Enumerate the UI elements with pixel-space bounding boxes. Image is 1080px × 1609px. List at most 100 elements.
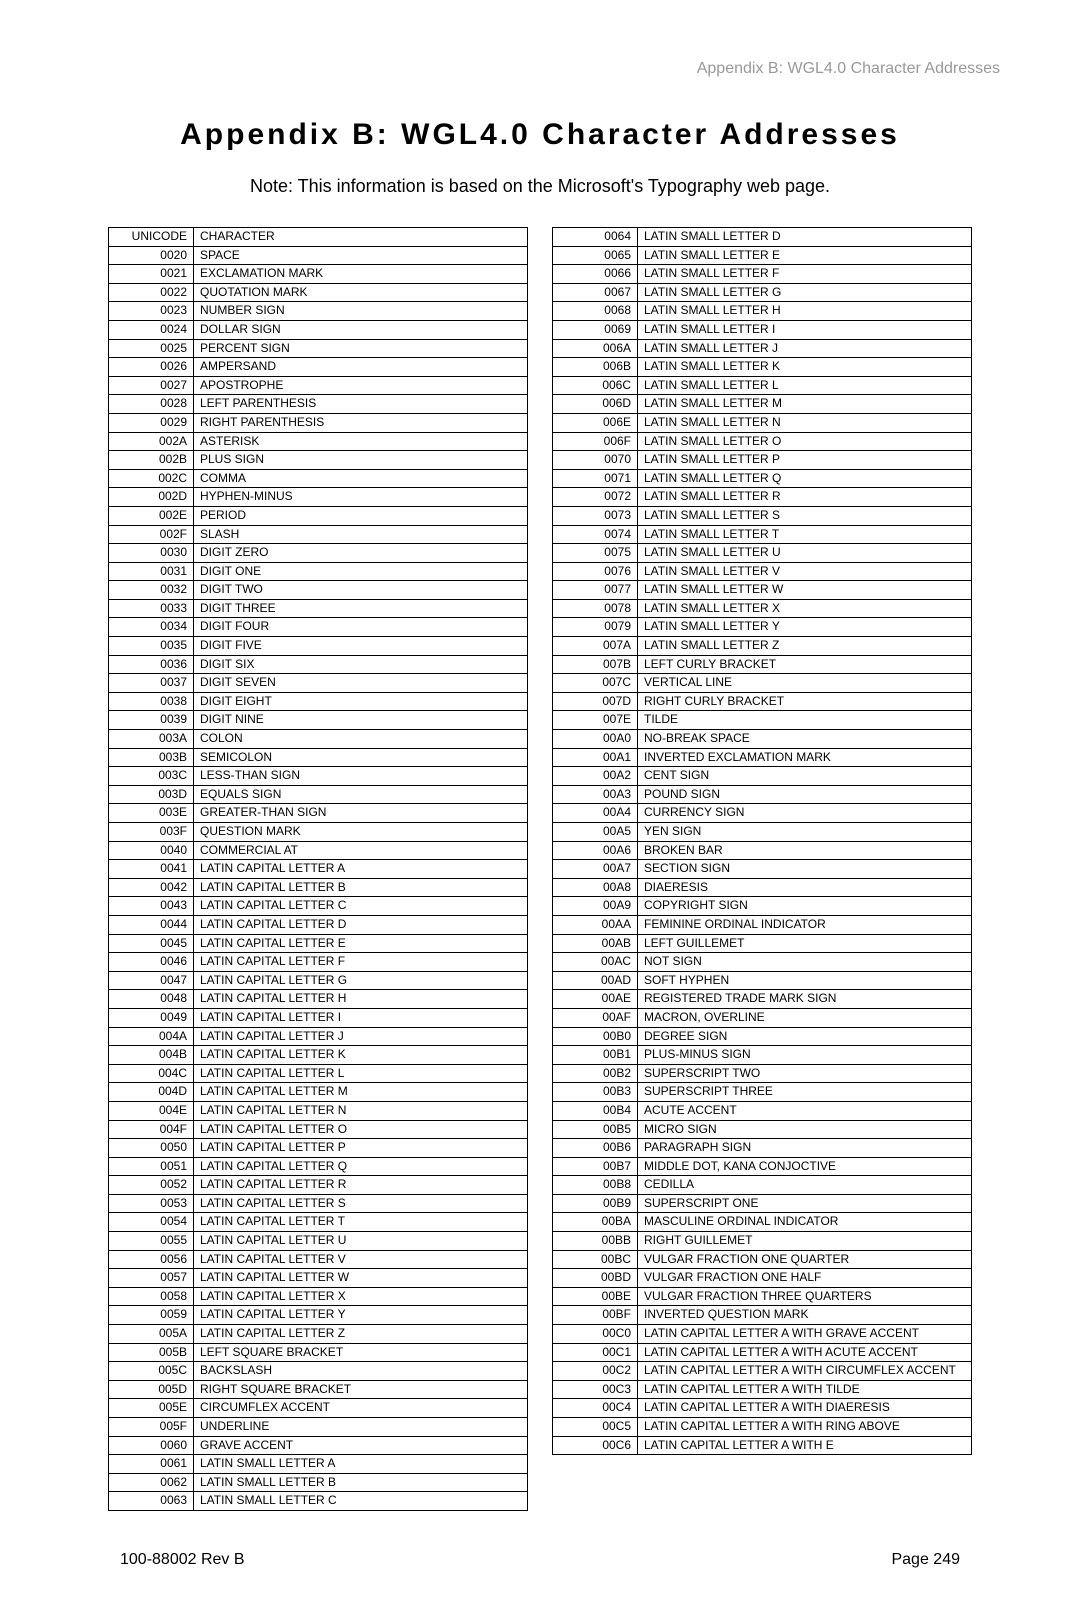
- unicode-cell: 0043: [109, 897, 194, 916]
- character-cell: SECTION SIGN: [638, 860, 972, 879]
- char-table-left: UNICODECHARACTER0020SPACE0021EXCLAMATION…: [108, 227, 528, 1511]
- character-cell: LATIN CAPITAL LETTER A WITH GRAVE ACCENT: [638, 1325, 972, 1344]
- character-cell: MASCULINE ORDINAL INDICATOR: [638, 1213, 972, 1232]
- table-row: 0059LATIN CAPITAL LETTER Y: [109, 1306, 528, 1325]
- unicode-cell: 0054: [109, 1213, 194, 1232]
- unicode-cell: 00C0: [553, 1325, 638, 1344]
- unicode-cell: 0034: [109, 618, 194, 637]
- table-row: 0025PERCENT SIGN: [109, 339, 528, 358]
- footer-page-num: Page 249: [891, 1551, 960, 1569]
- character-cell: LATIN SMALL LETTER Q: [638, 469, 972, 488]
- table-row: 0078LATIN SMALL LETTER X: [553, 599, 972, 618]
- unicode-cell: 0065: [553, 246, 638, 265]
- unicode-cell: 0039: [109, 711, 194, 730]
- character-cell: COMMA: [194, 469, 528, 488]
- table-row: 00C5LATIN CAPITAL LETTER A WITH RING ABO…: [553, 1418, 972, 1437]
- table-row: 006ALATIN SMALL LETTER J: [553, 339, 972, 358]
- table-row: 0043LATIN CAPITAL LETTER C: [109, 897, 528, 916]
- unicode-cell: 0020: [109, 246, 194, 265]
- table-row: 00A6BROKEN BAR: [553, 841, 972, 860]
- character-cell: DIGIT ONE: [194, 562, 528, 581]
- unicode-cell: 00C1: [553, 1343, 638, 1362]
- col-header-code: UNICODE: [109, 228, 194, 247]
- character-cell: LATIN CAPITAL LETTER I: [194, 1008, 528, 1027]
- table-row: 005DRIGHT SQUARE BRACKET: [109, 1380, 528, 1399]
- character-cell: RIGHT SQUARE BRACKET: [194, 1380, 528, 1399]
- character-cell: LATIN CAPITAL LETTER X: [194, 1287, 528, 1306]
- unicode-cell: 006C: [553, 376, 638, 395]
- table-row: 00BEVULGAR FRACTION THREE QUARTERS: [553, 1287, 972, 1306]
- table-row: 00B7MIDDLE DOT, KANA CONJOCTIVE: [553, 1157, 972, 1176]
- unicode-cell: 00A6: [553, 841, 638, 860]
- table-row: 00BBRIGHT GUILLEMET: [553, 1232, 972, 1251]
- unicode-cell: 0067: [553, 283, 638, 302]
- table-row: 00B8CEDILLA: [553, 1176, 972, 1195]
- unicode-cell: 004C: [109, 1064, 194, 1083]
- table-row: 00A8DIAERESIS: [553, 878, 972, 897]
- table-row: 0040COMMERCIAL AT: [109, 841, 528, 860]
- unicode-cell: 00AC: [553, 953, 638, 972]
- character-cell: VERTICAL LINE: [638, 674, 972, 693]
- character-cell: LATIN SMALL LETTER W: [638, 581, 972, 600]
- unicode-cell: 005C: [109, 1362, 194, 1381]
- character-cell: DIGIT FOUR: [194, 618, 528, 637]
- unicode-cell: 00C3: [553, 1380, 638, 1399]
- table-row: 0062LATIN SMALL LETTER B: [109, 1473, 528, 1492]
- unicode-cell: 002F: [109, 525, 194, 544]
- table-row: 0061LATIN SMALL LETTER A: [109, 1455, 528, 1474]
- character-cell: LATIN SMALL LETTER D: [638, 228, 972, 247]
- character-cell: REGISTERED TRADE MARK SIGN: [638, 990, 972, 1009]
- unicode-cell: 0033: [109, 599, 194, 618]
- table-row: 00A5YEN SIGN: [553, 823, 972, 842]
- table-row: 0071LATIN SMALL LETTER Q: [553, 469, 972, 488]
- table-row: 00A0NO-BREAK SPACE: [553, 730, 972, 749]
- character-cell: LATIN CAPITAL LETTER N: [194, 1101, 528, 1120]
- unicode-cell: 0066: [553, 265, 638, 284]
- character-cell: PARAGRAPH SIGN: [638, 1139, 972, 1158]
- table-row: 00C4LATIN CAPITAL LETTER A WITH DIAERESI…: [553, 1399, 972, 1418]
- table-row: 00AEREGISTERED TRADE MARK SIGN: [553, 990, 972, 1009]
- table-row: 0050LATIN CAPITAL LETTER P: [109, 1139, 528, 1158]
- table-row: 0023NUMBER SIGN: [109, 302, 528, 321]
- table-row: 0032DIGIT TWO: [109, 581, 528, 600]
- character-cell: LATIN CAPITAL LETTER A WITH E: [638, 1436, 972, 1455]
- character-cell: RIGHT CURLY BRACKET: [638, 692, 972, 711]
- unicode-cell: 0040: [109, 841, 194, 860]
- unicode-cell: 002B: [109, 451, 194, 470]
- table-row: 005CBACKSLASH: [109, 1362, 528, 1381]
- character-cell: LATIN CAPITAL LETTER A WITH ACUTE ACCENT: [638, 1343, 972, 1362]
- character-cell: DIAERESIS: [638, 878, 972, 897]
- table-row: 0020SPACE: [109, 246, 528, 265]
- character-cell: NO-BREAK SPACE: [638, 730, 972, 749]
- character-cell: SUPERSCRIPT TWO: [638, 1064, 972, 1083]
- table-row: 0057LATIN CAPITAL LETTER W: [109, 1269, 528, 1288]
- character-cell: LATIN SMALL LETTER P: [638, 451, 972, 470]
- character-cell: POUND SIGN: [638, 785, 972, 804]
- character-cell: LATIN CAPITAL LETTER V: [194, 1250, 528, 1269]
- character-cell: LATIN SMALL LETTER I: [638, 320, 972, 339]
- table-row: 00A2CENT SIGN: [553, 767, 972, 786]
- table-row: 007BLEFT CURLY BRACKET: [553, 655, 972, 674]
- unicode-cell: 0035: [109, 637, 194, 656]
- table-row: 00BCVULGAR FRACTION ONE QUARTER: [553, 1250, 972, 1269]
- character-cell: CEDILLA: [638, 1176, 972, 1195]
- table-row: 004CLATIN CAPITAL LETTER L: [109, 1064, 528, 1083]
- character-cell: DIGIT TWO: [194, 581, 528, 600]
- unicode-cell: 0075: [553, 544, 638, 563]
- character-cell: LEFT PARENTHESIS: [194, 395, 528, 414]
- unicode-cell: 00B0: [553, 1027, 638, 1046]
- character-cell: LATIN CAPITAL LETTER C: [194, 897, 528, 916]
- character-cell: SLASH: [194, 525, 528, 544]
- table-row: 0075LATIN SMALL LETTER U: [553, 544, 972, 563]
- table-row: 00B3SUPERSCRIPT THREE: [553, 1083, 972, 1102]
- character-cell: DIGIT SIX: [194, 655, 528, 674]
- table-row: 00A7SECTION SIGN: [553, 860, 972, 879]
- character-cell: YEN SIGN: [638, 823, 972, 842]
- right-column: 0064LATIN SMALL LETTER D0065LATIN SMALL …: [552, 227, 972, 1511]
- table-row: 00C6LATIN CAPITAL LETTER A WITH E: [553, 1436, 972, 1455]
- character-cell: LATIN CAPITAL LETTER D: [194, 915, 528, 934]
- table-row: 0074LATIN SMALL LETTER T: [553, 525, 972, 544]
- table-row: 00C1LATIN CAPITAL LETTER A WITH ACUTE AC…: [553, 1343, 972, 1362]
- character-cell: LATIN CAPITAL LETTER B: [194, 878, 528, 897]
- table-row: 003EGREATER-THAN SIGN: [109, 804, 528, 823]
